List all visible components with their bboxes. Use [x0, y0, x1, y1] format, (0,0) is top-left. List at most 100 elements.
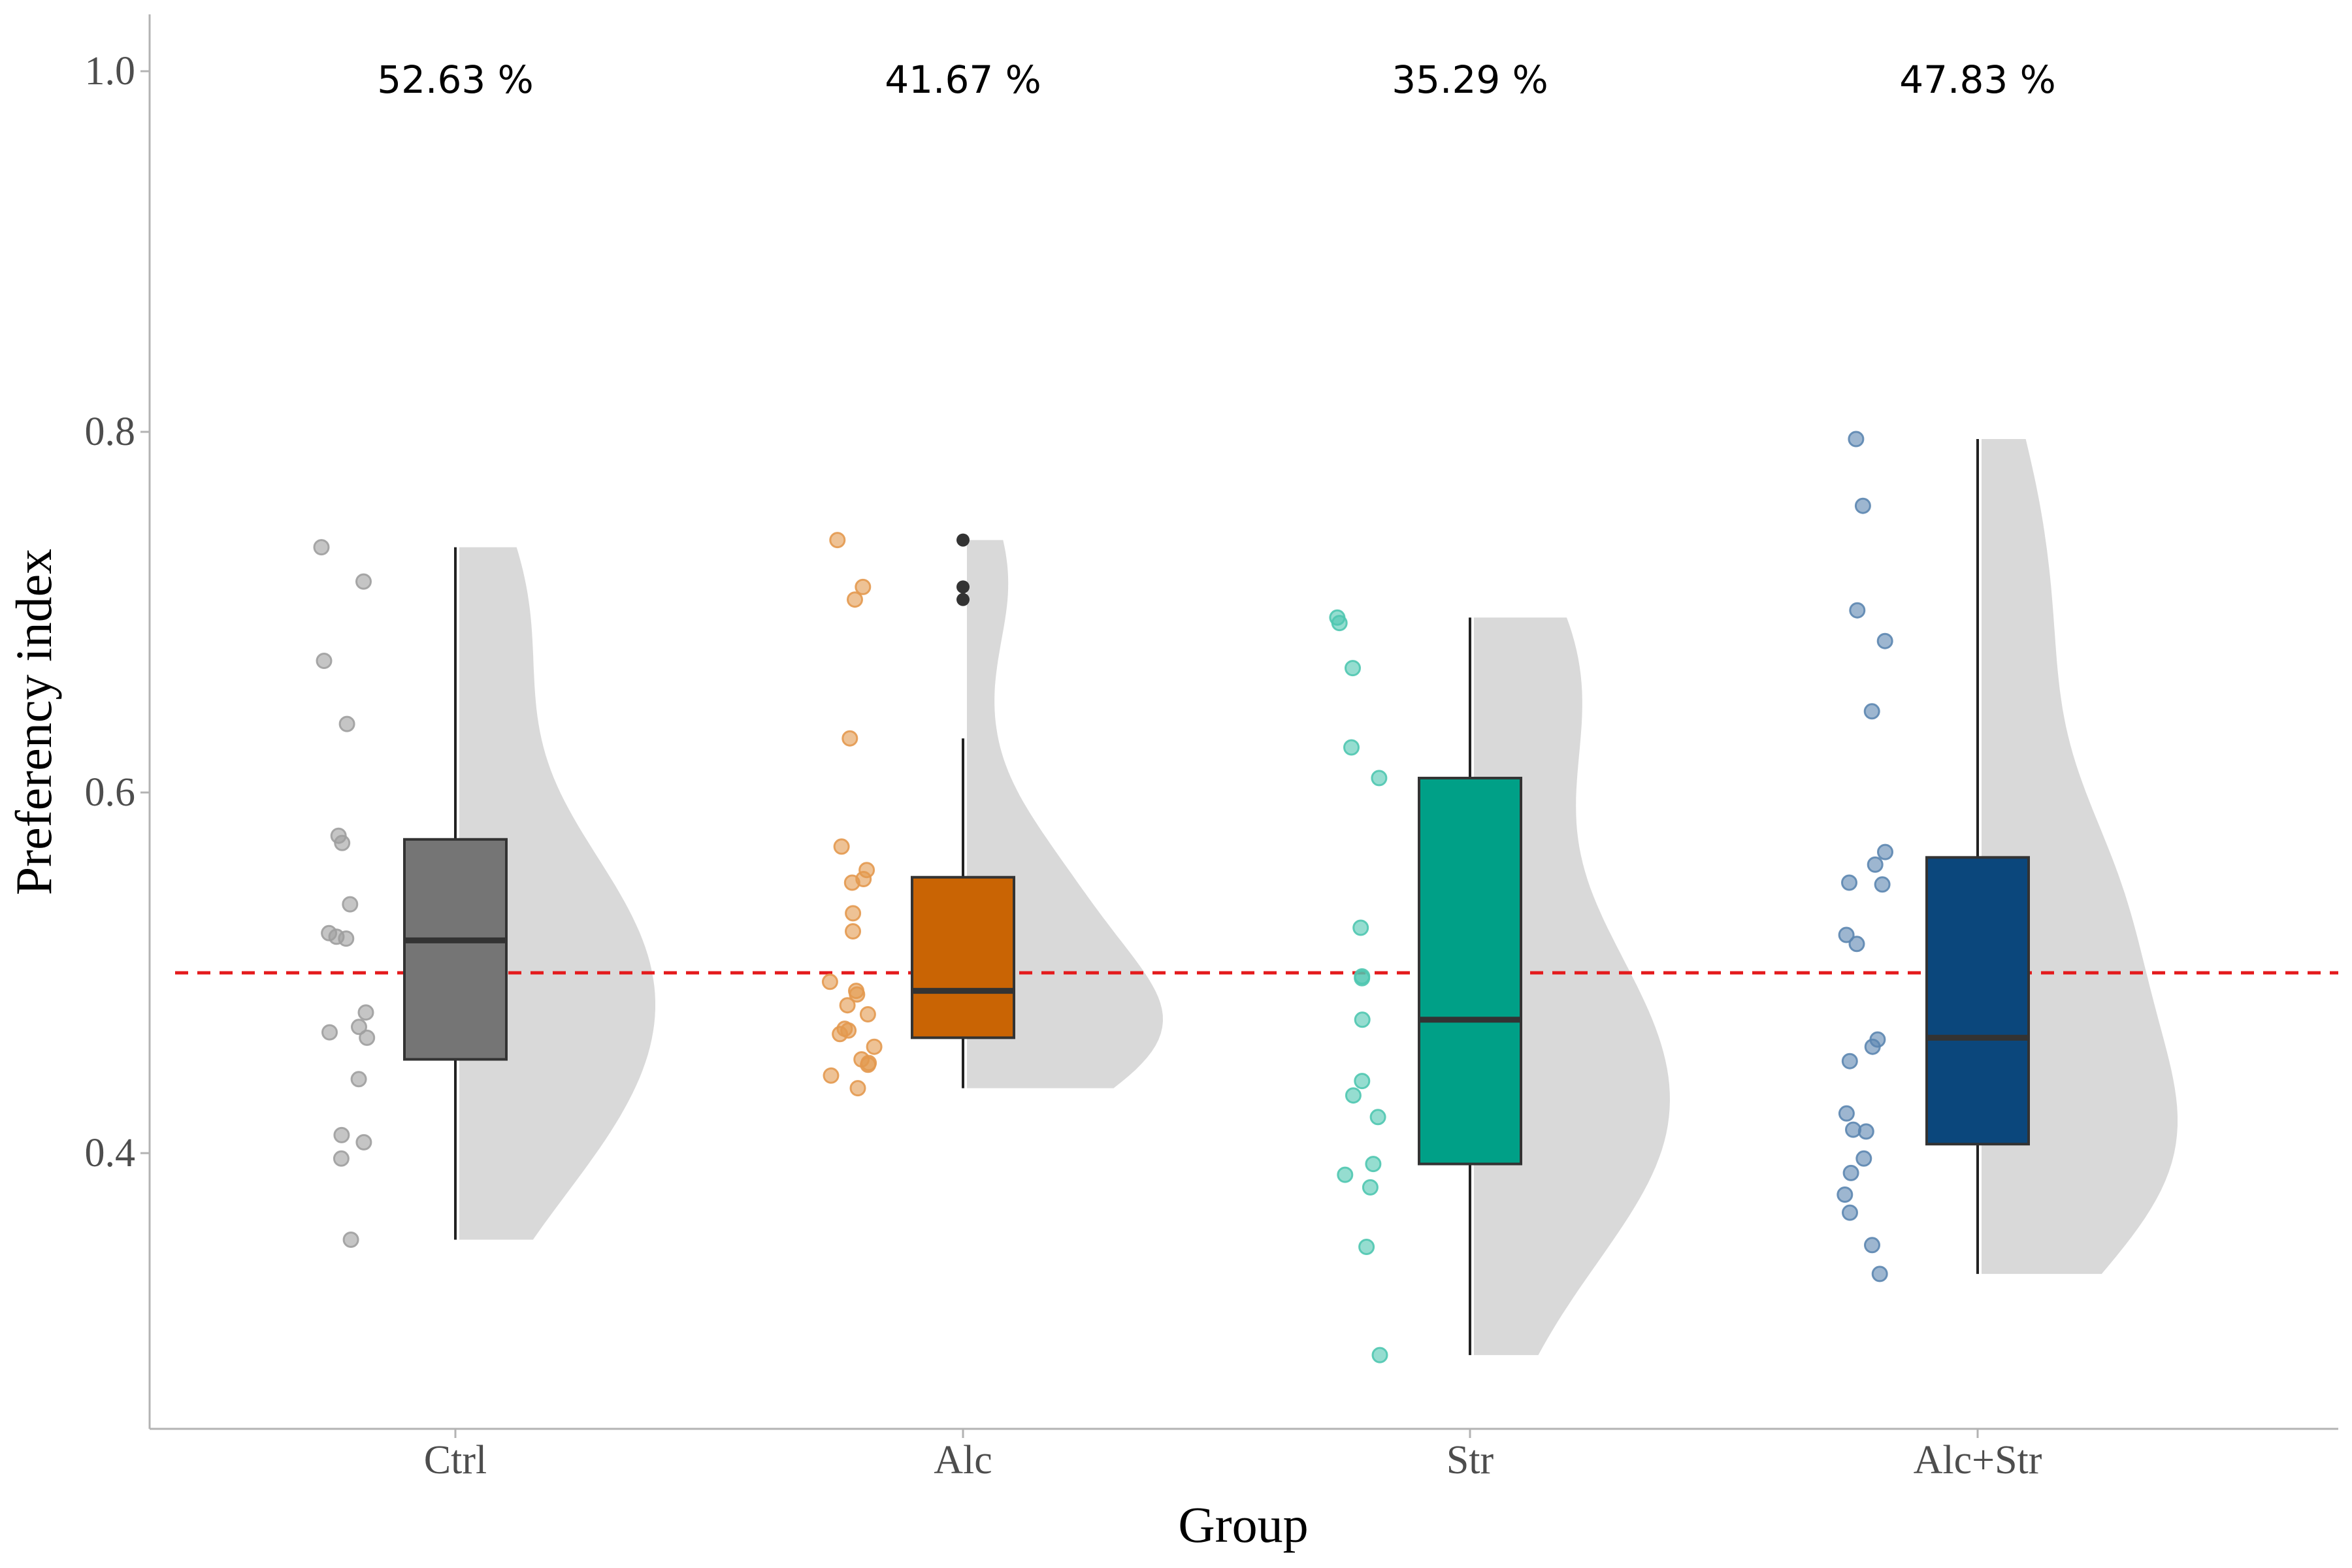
percent-labels: 52.63 % 41.67 % 35.29 % 47.83 % [377, 57, 2056, 102]
y-ticks: 0.4 0.6 0.8 1.0 [85, 49, 150, 1175]
data-point [1857, 1123, 1874, 1140]
data-point [351, 1019, 367, 1036]
data-point [821, 973, 838, 990]
data-point [1849, 602, 1866, 619]
axes: 0.4 0.6 0.8 1.0 Ctrl Alc Str Alc+Str [85, 14, 2338, 1482]
x-ticks: Ctrl Alc Str Alc+Str [424, 1429, 2042, 1482]
percent-label: 41.67 % [885, 57, 1041, 102]
data-point [841, 730, 858, 747]
data-point [359, 1029, 376, 1046]
data-point [839, 997, 856, 1014]
data-point [1855, 1150, 1872, 1167]
data-point [357, 1004, 374, 1021]
data-point [859, 1006, 876, 1022]
data-point [1842, 1164, 1859, 1181]
y-tick-label: 0.4 [85, 1131, 136, 1175]
x-tick-label: Alc+Str [1914, 1438, 2042, 1482]
box-alc-str [1925, 856, 2030, 1146]
x-tick-label: Ctrl [424, 1438, 487, 1482]
data-point [338, 930, 355, 947]
boxplots [403, 439, 2030, 1356]
data-point [1354, 970, 1371, 987]
data-point [1337, 1166, 1354, 1183]
y-tick-label: 0.6 [85, 770, 136, 815]
data-point [849, 1080, 866, 1097]
data-point [1854, 497, 1871, 514]
data-point [1358, 1239, 1375, 1255]
data-point [847, 591, 863, 608]
data-point [1354, 1011, 1371, 1028]
data-point [1365, 1156, 1382, 1173]
data-point [1371, 770, 1388, 787]
data-point [316, 653, 333, 669]
data-point [1369, 1109, 1386, 1126]
data-point [1877, 843, 1893, 860]
box-str [1418, 776, 1522, 1166]
data-point [845, 905, 862, 922]
density-cloud-str [1474, 617, 1670, 1356]
data-point [313, 539, 330, 556]
box-alc [911, 875, 1015, 1039]
data-point [823, 1067, 840, 1084]
data-point [849, 986, 866, 1003]
x-axis-title: Group [1178, 1496, 1308, 1553]
y-tick-label: 1.0 [85, 49, 136, 93]
outlier-point [956, 580, 970, 594]
percent-label: 35.29 % [1392, 57, 1548, 102]
data-point [843, 874, 860, 891]
data-point [1371, 1347, 1388, 1364]
data-point [1874, 876, 1891, 893]
data-point [833, 838, 850, 855]
data-point [1864, 1038, 1881, 1055]
data-point [855, 578, 872, 595]
data-point [1841, 1053, 1858, 1070]
density-cloud-ctrl [459, 547, 655, 1240]
density-clouds [459, 439, 2178, 1356]
data-point [1343, 739, 1360, 756]
data-point [1841, 874, 1857, 891]
jitter-points [313, 431, 1893, 1364]
data-point [338, 715, 355, 732]
data-point [1864, 1237, 1880, 1254]
data-point [1838, 1105, 1855, 1122]
data-point [342, 1232, 359, 1248]
data-point [334, 834, 351, 851]
x-tick-label: Alc [934, 1438, 992, 1482]
data-point [350, 1071, 367, 1088]
percent-label: 47.83 % [1899, 57, 2056, 102]
data-point [1876, 632, 1893, 649]
plot-area: 52.63 % 41.67 % 35.29 % 47.83 % [175, 57, 2338, 1364]
data-point [355, 1134, 372, 1151]
density-cloud-alc-str [1982, 439, 2178, 1274]
data-point [1838, 926, 1855, 943]
y-axis-title: Preferency index [5, 549, 62, 896]
data-point [333, 1150, 350, 1167]
data-point [1848, 936, 1865, 953]
data-point [860, 1056, 877, 1073]
data-point [832, 1026, 849, 1043]
data-point [321, 1024, 338, 1041]
data-point [1842, 1204, 1858, 1221]
data-point [829, 532, 846, 549]
data-point [1362, 1179, 1379, 1196]
y-tick-label: 0.8 [85, 410, 136, 454]
data-point [1331, 615, 1348, 632]
data-point [866, 1038, 883, 1055]
outlier-point [956, 533, 970, 547]
outlier-point [956, 593, 970, 606]
data-point [1837, 1186, 1854, 1203]
data-point [1352, 919, 1369, 936]
data-point [333, 1126, 350, 1143]
percent-label: 52.63 % [377, 57, 534, 102]
box-ctrl [403, 838, 508, 1061]
data-point [1867, 856, 1884, 873]
data-point [1345, 1087, 1362, 1104]
data-point [1848, 431, 1865, 448]
data-point [845, 923, 861, 939]
data-point [1345, 660, 1361, 677]
data-point [1863, 703, 1880, 720]
x-tick-label: Str [1446, 1438, 1494, 1482]
density-cloud-alc [967, 540, 1163, 1088]
data-point [1354, 1073, 1371, 1090]
